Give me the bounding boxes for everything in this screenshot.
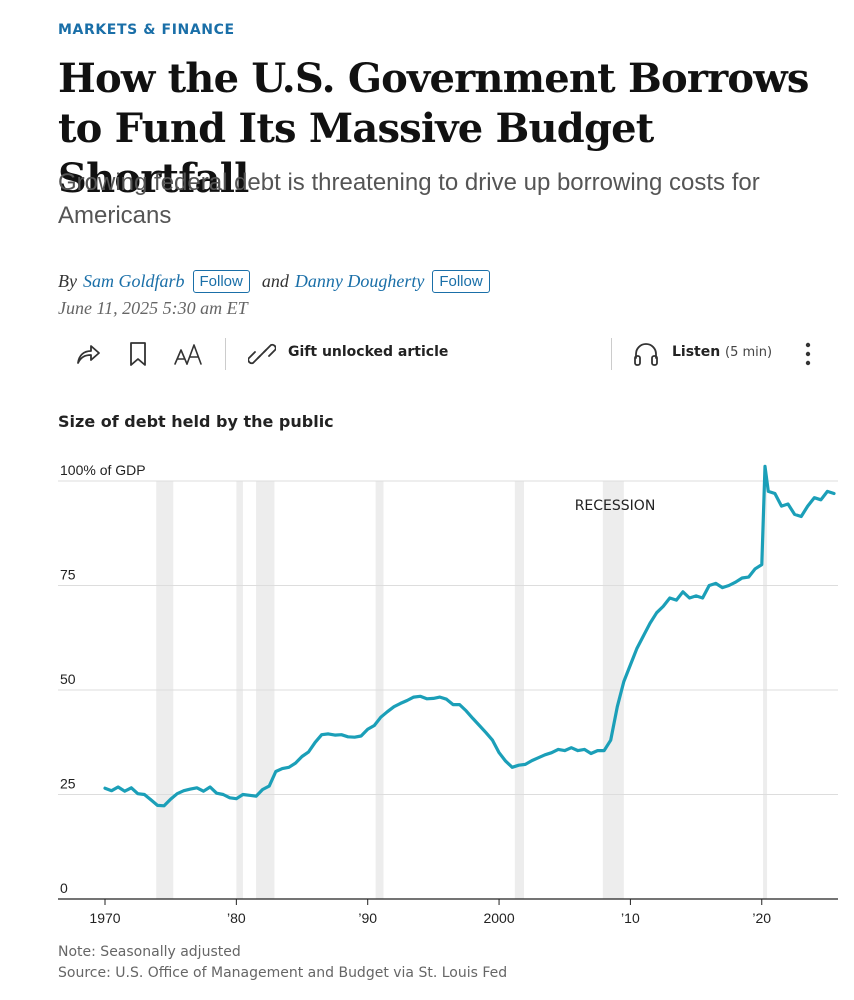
dek: Growing federal debt is threatening to d… [58, 169, 760, 229]
x-tick-label: ’80 [227, 910, 246, 926]
chart-source: Source: U.S. Office of Management and Bu… [58, 965, 508, 981]
y-tick-label: 100% of GDP [60, 462, 146, 478]
gift-link-icon[interactable] [246, 338, 278, 370]
headline: How the U.S. Government Borrows to Fund … [58, 55, 809, 202]
x-tick-label: ’10 [621, 910, 640, 926]
chart-note: Note: Seasonally adjusted [58, 944, 241, 960]
x-tick-label: ’90 [358, 910, 377, 926]
text-size-icon[interactable] [172, 338, 206, 370]
listen-duration: (5 min) [725, 345, 773, 360]
more-options-icon[interactable] [792, 338, 824, 370]
x-tick-label: 1970 [89, 910, 120, 926]
y-tick-label: 25 [60, 776, 76, 792]
recession-label: RECESSION [575, 498, 656, 514]
x-tick-label: ’20 [752, 910, 771, 926]
dateline: June 11, 2025 5:30 am ET [58, 298, 248, 318]
y-tick-label: 50 [60, 671, 76, 687]
gift-article-button[interactable]: Gift unlocked article [288, 344, 449, 360]
author-link-1[interactable]: Sam Goldfarb [82, 270, 185, 291]
y-tick-label: 75 [60, 567, 76, 583]
follow-button-2[interactable]: Follow [432, 269, 490, 293]
chart-notes: Note: Seasonally adjusted Source: U.S. O… [58, 942, 507, 984]
follow-button-1[interactable]: Follow [192, 269, 250, 293]
byline-joiner: and [261, 270, 289, 291]
debt-series-line [103, 464, 836, 808]
toolbar-divider [225, 338, 226, 370]
chart-title: Size of debt held by the public [58, 412, 334, 431]
headphones-icon[interactable] [630, 338, 662, 370]
bookmark-icon[interactable] [122, 338, 154, 370]
x-tick-label: 2000 [483, 910, 514, 926]
article-toolbar: Gift unlocked article Listen (5 min) [58, 334, 838, 374]
byline: By Sam Goldfarb Follow and Danny Dougher… [58, 266, 496, 296]
listen-button[interactable]: Listen [672, 344, 721, 360]
byline-prefix: By [58, 270, 77, 291]
y-tick-label: 0 [60, 880, 68, 896]
toolbar-divider [611, 338, 612, 370]
share-icon[interactable] [72, 338, 104, 370]
section-label[interactable]: MARKETS & FINANCE [58, 22, 235, 38]
author-link-2[interactable]: Danny Dougherty [294, 270, 425, 291]
